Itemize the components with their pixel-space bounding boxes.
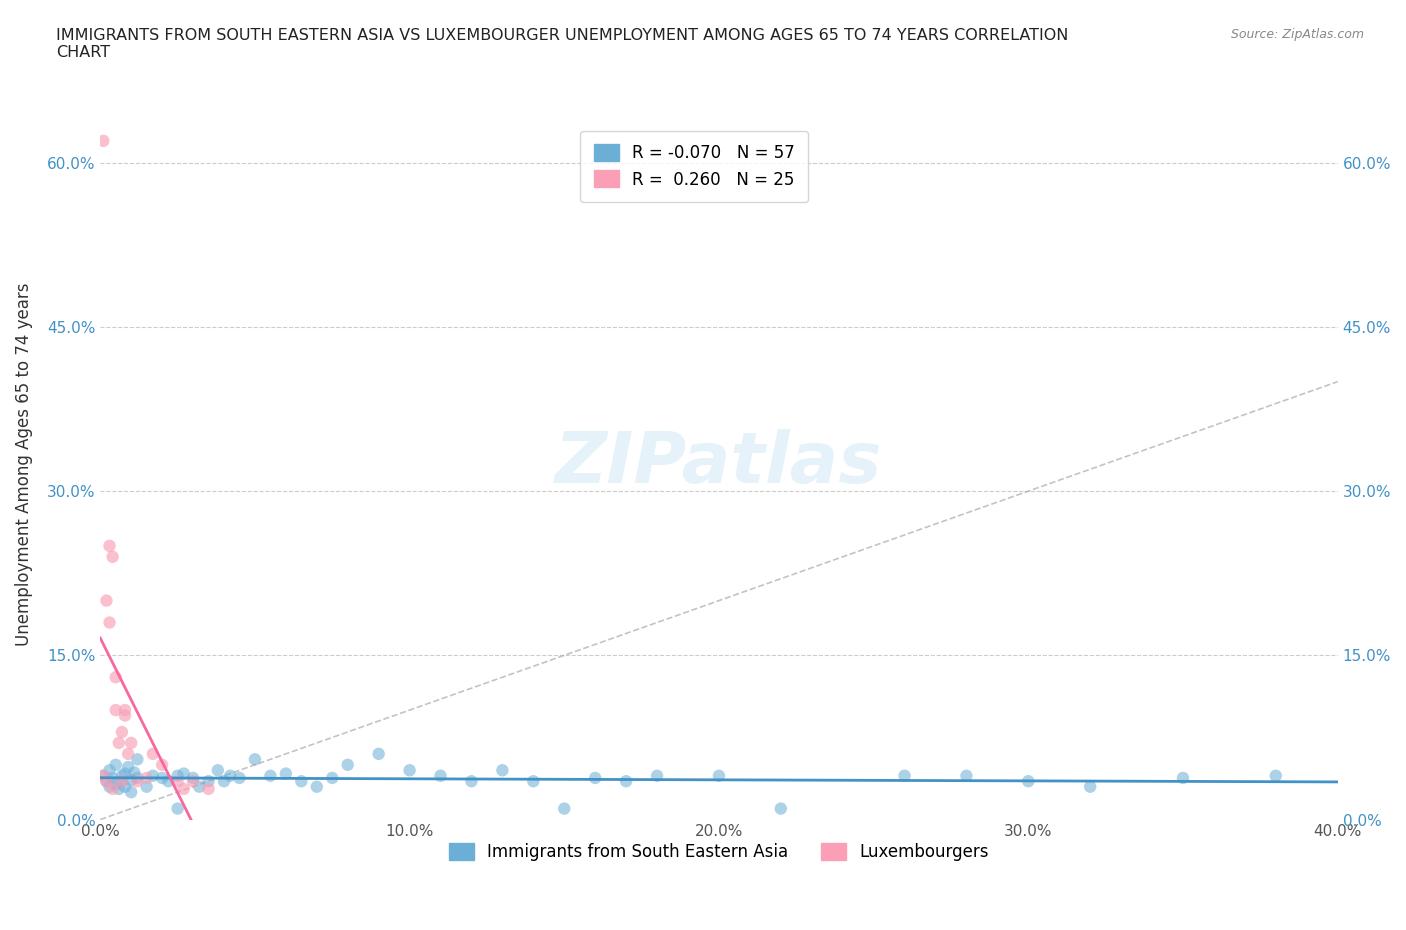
- Point: [108, 736, 131, 751]
- Point: [104, 777, 127, 792]
- Point: [188, 779, 211, 794]
- Point: [111, 724, 134, 739]
- Point: [93, 133, 115, 148]
- Point: [212, 774, 235, 789]
- Point: [104, 703, 127, 718]
- Point: [707, 768, 730, 783]
- Point: [367, 747, 389, 762]
- Point: [614, 774, 637, 789]
- Point: [173, 781, 195, 796]
- Point: [101, 550, 124, 565]
- Point: [111, 768, 134, 783]
- Point: [135, 779, 157, 794]
- Point: [955, 768, 977, 783]
- Point: [1078, 779, 1101, 794]
- Point: [114, 766, 136, 781]
- Point: [1264, 768, 1286, 783]
- Point: [124, 765, 146, 780]
- Point: [157, 774, 180, 789]
- Point: [98, 615, 121, 630]
- Point: [893, 768, 915, 783]
- Point: [274, 766, 297, 781]
- Text: IMMIGRANTS FROM SOUTH EASTERN ASIA VS LUXEMBOURGER UNEMPLOYMENT AMONG AGES 65 TO: IMMIGRANTS FROM SOUTH EASTERN ASIA VS LU…: [56, 28, 1069, 60]
- Point: [290, 774, 312, 789]
- Y-axis label: Unemployment Among Ages 65 to 74 years: Unemployment Among Ages 65 to 74 years: [15, 282, 32, 645]
- Point: [120, 773, 142, 788]
- Point: [111, 774, 134, 789]
- Point: [305, 779, 328, 794]
- Point: [1017, 774, 1039, 789]
- Point: [769, 801, 792, 816]
- Point: [166, 768, 188, 783]
- Point: [101, 781, 124, 796]
- Point: [491, 763, 513, 777]
- Point: [228, 771, 250, 786]
- Point: [142, 747, 165, 762]
- Point: [98, 763, 121, 777]
- Point: [135, 771, 157, 786]
- Point: [108, 781, 131, 796]
- Point: [120, 736, 142, 751]
- Point: [181, 774, 204, 789]
- Point: [98, 538, 121, 553]
- Point: [142, 768, 165, 783]
- Point: [98, 779, 121, 794]
- Point: [111, 774, 134, 789]
- Point: [150, 771, 173, 786]
- Point: [117, 760, 139, 775]
- Point: [259, 768, 281, 783]
- Point: [127, 751, 149, 766]
- Point: [96, 774, 118, 789]
- Point: [104, 670, 127, 684]
- Point: [429, 768, 451, 783]
- Point: [173, 766, 195, 781]
- Point: [553, 801, 575, 816]
- Legend: Immigrants from South Eastern Asia, Luxembourgers: Immigrants from South Eastern Asia, Luxe…: [441, 837, 995, 868]
- Point: [117, 747, 139, 762]
- Point: [166, 801, 188, 816]
- Point: [197, 774, 219, 789]
- Point: [207, 763, 229, 777]
- Point: [120, 785, 142, 800]
- Point: [104, 757, 127, 772]
- Point: [583, 771, 606, 786]
- Point: [197, 781, 219, 796]
- Point: [243, 751, 266, 766]
- Text: ZIPatlas: ZIPatlas: [555, 430, 883, 498]
- Point: [114, 779, 136, 794]
- Point: [93, 768, 115, 783]
- Point: [398, 763, 420, 777]
- Point: [127, 771, 149, 786]
- Point: [219, 768, 242, 783]
- Point: [93, 768, 115, 783]
- Point: [1171, 771, 1194, 786]
- Point: [127, 774, 149, 789]
- Point: [336, 757, 359, 772]
- Text: Source: ZipAtlas.com: Source: ZipAtlas.com: [1230, 28, 1364, 41]
- Point: [181, 771, 204, 786]
- Point: [321, 771, 343, 786]
- Point: [114, 703, 136, 718]
- Point: [114, 708, 136, 723]
- Point: [96, 774, 118, 789]
- Point: [96, 593, 118, 608]
- Point: [150, 757, 173, 772]
- Point: [101, 771, 124, 786]
- Point: [645, 768, 668, 783]
- Point: [460, 774, 482, 789]
- Point: [522, 774, 544, 789]
- Point: [166, 774, 188, 789]
